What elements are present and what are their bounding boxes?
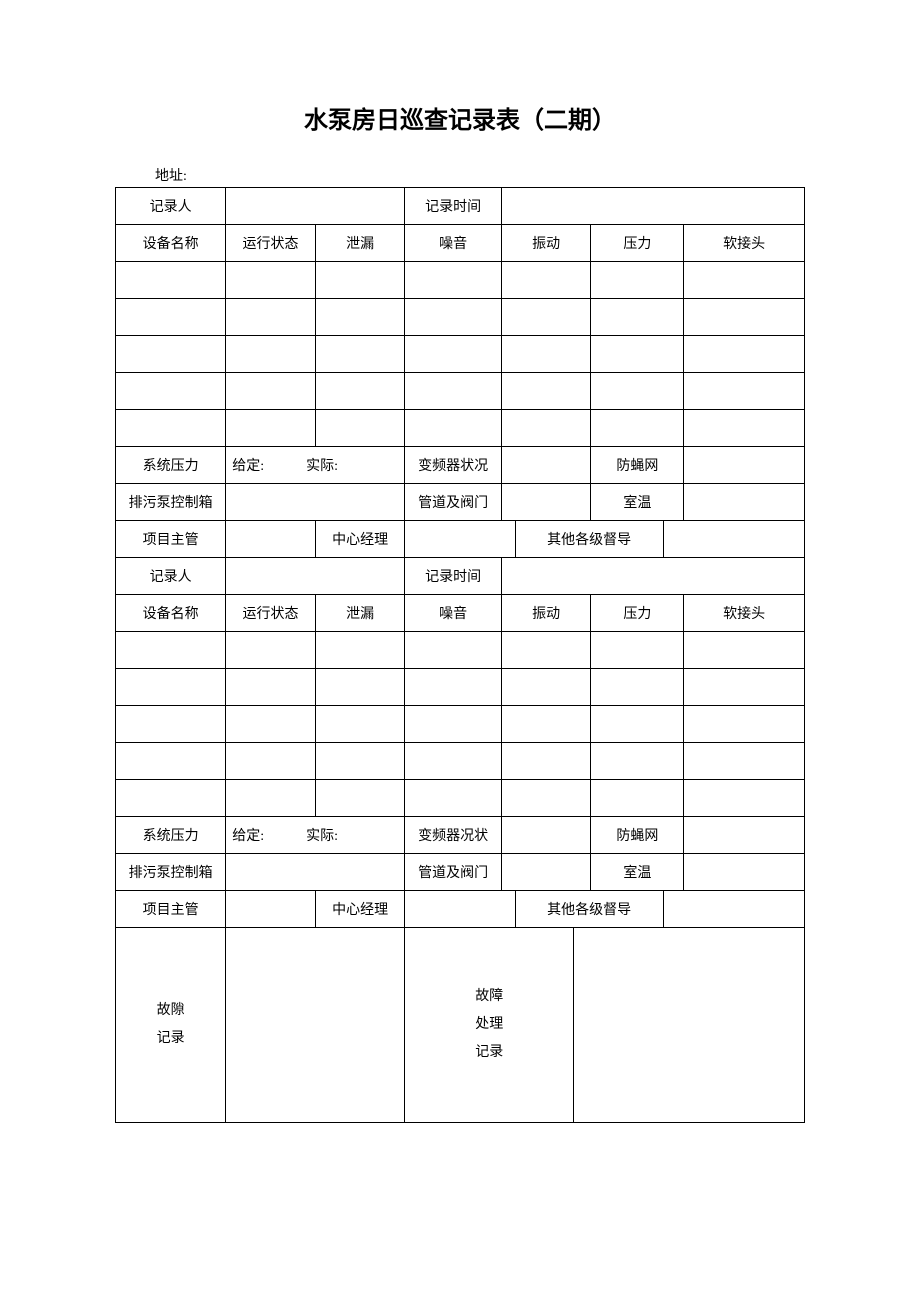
system-pressure-label-2: 系统压力: [116, 817, 226, 854]
project-supervisor-label-2: 项目主管: [116, 891, 226, 928]
table-row: 设备名称 运行状态 泄漏 噪音 振动 压力 软接头: [116, 595, 805, 632]
run-status-header-2: 运行状态: [226, 595, 316, 632]
pressure-header: 压力: [591, 225, 684, 262]
fly-screen-label: 防蝇网: [591, 447, 684, 484]
freq-converter-value: [501, 447, 591, 484]
pipe-valve-value: [501, 484, 591, 521]
fault-handle-record-value: [574, 928, 805, 1123]
freq-converter-value-2: [501, 817, 591, 854]
table-row: [116, 299, 805, 336]
record-time-value-2: [501, 558, 804, 595]
device-name-header: 设备名称: [116, 225, 226, 262]
table-row: [116, 632, 805, 669]
center-manager-value: [405, 521, 515, 558]
fault-record-label: 故隙 记录: [116, 928, 226, 1123]
record-time-label-2: 记录时间: [405, 558, 501, 595]
sewage-pump-label-2: 排污泵控制箱: [116, 854, 226, 891]
vibration-header-2: 振动: [501, 595, 591, 632]
soft-joint-header-2: 软接头: [684, 595, 805, 632]
project-supervisor-value-2: [226, 891, 316, 928]
project-supervisor-label: 项目主管: [116, 521, 226, 558]
recorder-value-2: [226, 558, 405, 595]
table-row: [116, 706, 805, 743]
freq-converter-label-2: 变频器况状: [405, 817, 501, 854]
table-row: 记录人 记录时间: [116, 558, 805, 595]
recorder-label-2: 记录人: [116, 558, 226, 595]
center-manager-label: 中心经理: [315, 521, 405, 558]
fault-handle-record-label: 故障 处理 记录: [405, 928, 574, 1123]
noise-header-2: 噪音: [405, 595, 501, 632]
soft-joint-header: 软接头: [684, 225, 805, 262]
table-row: 故隙 记录 故障 处理 记录: [116, 928, 805, 1123]
given-actual-label-2: 给定: 实际:: [226, 817, 405, 854]
device-name-header-2: 设备名称: [116, 595, 226, 632]
table-row: 排污泵控制箱 管道及阀门 室温: [116, 854, 805, 891]
pipe-valve-label-2: 管道及阀门: [405, 854, 501, 891]
pipe-valve-value-2: [501, 854, 591, 891]
page-title: 水泵房日巡查记录表（二期）: [115, 100, 805, 135]
fly-screen-label-2: 防蝇网: [591, 817, 684, 854]
noise-header: 噪音: [405, 225, 501, 262]
table-row: [116, 743, 805, 780]
sewage-pump-value-2: [226, 854, 405, 891]
recorder-value: [226, 188, 405, 225]
room-temp-label-2: 室温: [591, 854, 684, 891]
table-row: 排污泵控制箱 管道及阀门 室温: [116, 484, 805, 521]
fly-screen-value-2: [684, 817, 805, 854]
pressure-header-2: 压力: [591, 595, 684, 632]
table-row: 项目主管 中心经理 其他各级督导: [116, 891, 805, 928]
table-row: [116, 262, 805, 299]
room-temp-value: [684, 484, 805, 521]
table-row: [116, 669, 805, 706]
other-supervisor-value: [663, 521, 804, 558]
freq-converter-label: 变频器状况: [405, 447, 501, 484]
table-row: 系统压力 给定: 实际: 变频器状况 防蝇网: [116, 447, 805, 484]
room-temp-value-2: [684, 854, 805, 891]
record-time-value: [501, 188, 804, 225]
fly-screen-value: [684, 447, 805, 484]
vibration-header: 振动: [501, 225, 591, 262]
table-row: 设备名称 运行状态 泄漏 噪音 振动 压力 软接头: [116, 225, 805, 262]
other-supervisor-value-2: [663, 891, 804, 928]
inspection-table: 记录人 记录时间 设备名称 运行状态 泄漏 噪音 振动 压力 软接头 系统压力 …: [115, 187, 805, 1123]
fault-record-value: [226, 928, 405, 1123]
other-supervisor-label-2: 其他各级督导: [515, 891, 663, 928]
table-row: [116, 336, 805, 373]
run-status-header: 运行状态: [226, 225, 316, 262]
table-row: [116, 410, 805, 447]
record-time-label: 记录时间: [405, 188, 501, 225]
table-row: 系统压力 给定: 实际: 变频器况状 防蝇网: [116, 817, 805, 854]
room-temp-label: 室温: [591, 484, 684, 521]
sewage-pump-value: [226, 484, 405, 521]
pipe-valve-label: 管道及阀门: [405, 484, 501, 521]
sewage-pump-label: 排污泵控制箱: [116, 484, 226, 521]
table-row: 记录人 记录时间: [116, 188, 805, 225]
table-row: 项目主管 中心经理 其他各级督导: [116, 521, 805, 558]
leakage-header: 泄漏: [315, 225, 405, 262]
center-manager-value-2: [405, 891, 515, 928]
center-manager-label-2: 中心经理: [315, 891, 405, 928]
table-row: [116, 780, 805, 817]
leakage-header-2: 泄漏: [315, 595, 405, 632]
table-row: [116, 373, 805, 410]
address-label: 地址:: [155, 165, 805, 185]
recorder-label: 记录人: [116, 188, 226, 225]
other-supervisor-label: 其他各级督导: [515, 521, 663, 558]
system-pressure-label: 系统压力: [116, 447, 226, 484]
project-supervisor-value: [226, 521, 316, 558]
given-actual-label: 给定: 实际:: [226, 447, 405, 484]
